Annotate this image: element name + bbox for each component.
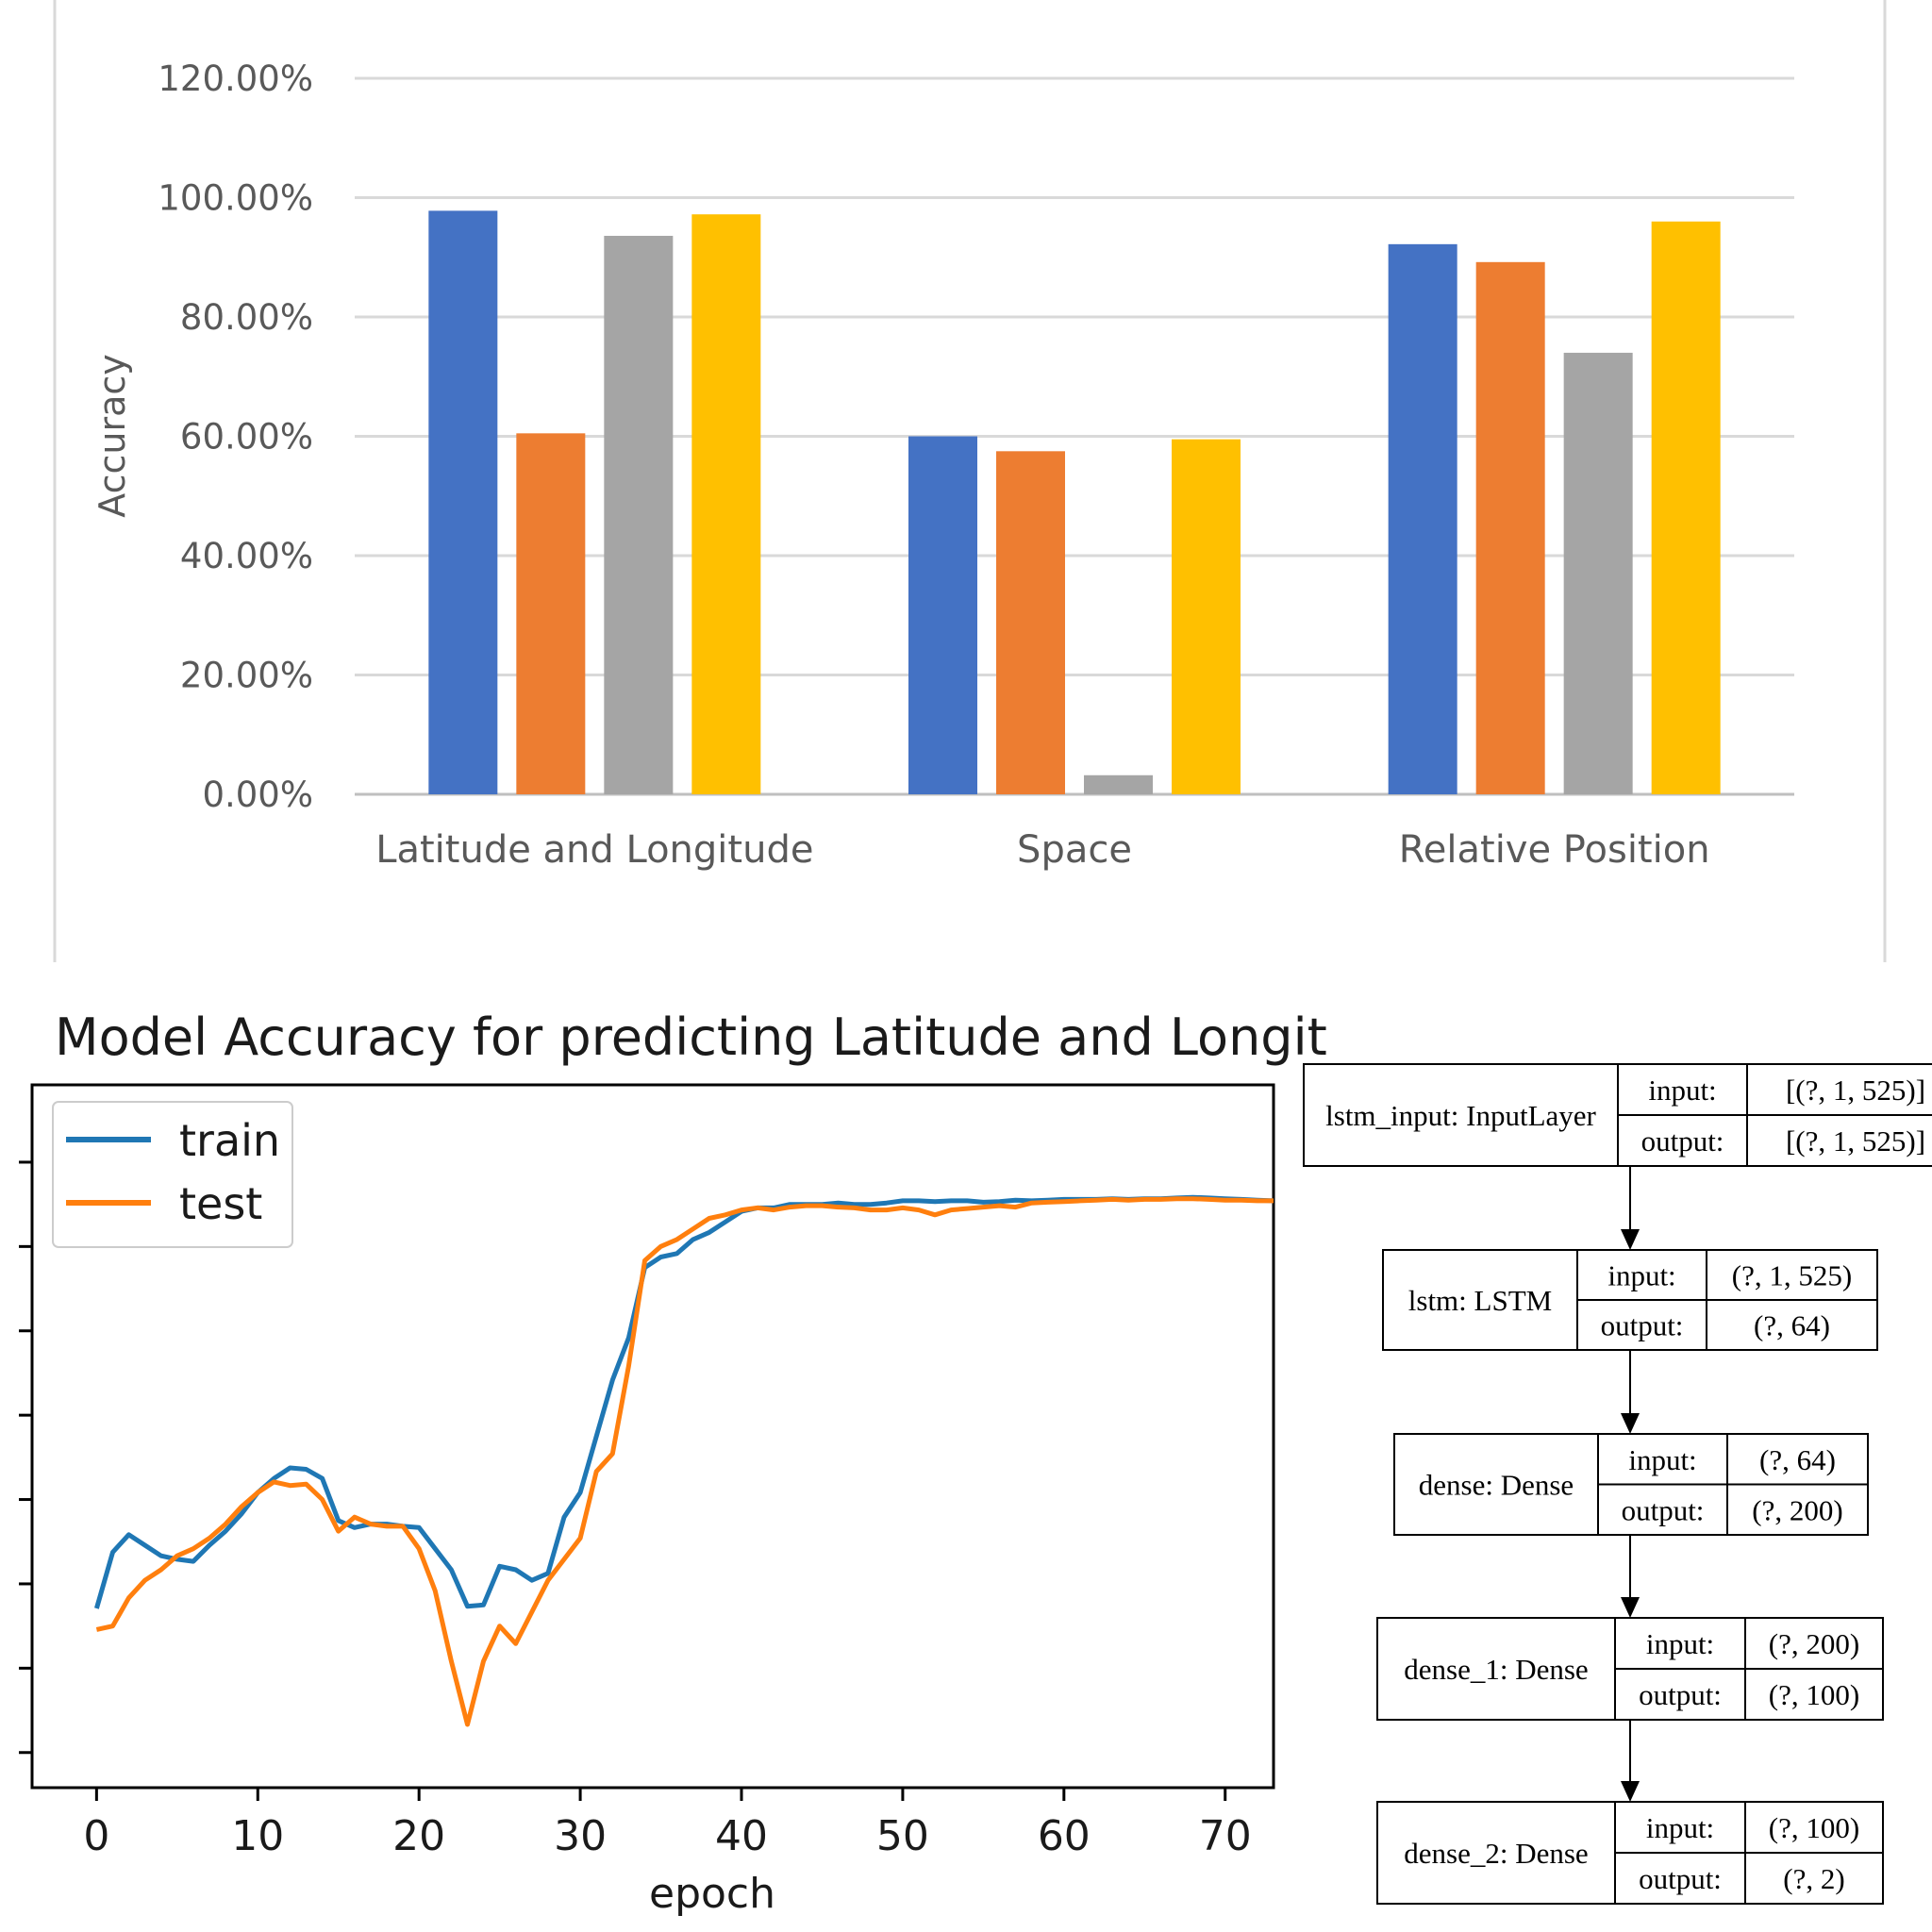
bar	[1563, 352, 1633, 794]
bar	[428, 210, 498, 795]
line-x-tick-label: 50	[876, 1812, 929, 1860]
layer-output-label: output:	[1622, 1493, 1705, 1526]
layer-output-shape: [(?, 1, 525)]	[1786, 1124, 1925, 1158]
layer-input-label: input:	[1646, 1811, 1714, 1844]
line-x-tick-label: 60	[1038, 1812, 1091, 1860]
bar-y-tick-label: 20.00%	[180, 656, 313, 696]
layer-input-shape: [(?, 1, 525)]	[1786, 1074, 1925, 1107]
layer-output-shape: (?, 2)	[1783, 1862, 1844, 1895]
bar-chart-gridlines	[355, 76, 1794, 796]
bar-y-tick-label: 40.00%	[180, 536, 313, 576]
bar-chart: 0.00% 20.00% 40.00% 60.00% 80.00% 100.00% 120.…	[53, 0, 1887, 962]
layer-output-label: output:	[1641, 1124, 1724, 1158]
bar-chart-y-axis-label: Accuracy	[92, 354, 133, 518]
layer-name: lstm_input: InputLayer	[1325, 1099, 1596, 1132]
layer-input-label: input:	[1646, 1627, 1714, 1660]
line-chart-y-ticks	[19, 1160, 32, 1755]
line-chart-plot-frame	[30, 1083, 1275, 1790]
layer-input-shape: (?, 100)	[1769, 1811, 1859, 1844]
arrowhead	[1621, 1781, 1640, 1802]
line-chart-title: Model Accuracy for predicting Latitude a…	[55, 1008, 1327, 1067]
bar	[1084, 774, 1153, 794]
layer-output-shape: (?, 200)	[1752, 1493, 1842, 1526]
line-chart-x-axis-label: epoch	[649, 1870, 775, 1918]
line-x-tick-label: 40	[715, 1812, 768, 1860]
bar-y-tick-label: 0.00%	[202, 774, 313, 815]
layer-input-label: input:	[1607, 1259, 1675, 1292]
layer-output-shape: (?, 64)	[1754, 1309, 1830, 1342]
bar	[604, 235, 674, 795]
layer-input-shape: (?, 1, 525)	[1732, 1259, 1852, 1292]
bar	[1388, 243, 1457, 795]
bar-y-tick-label: 80.00%	[180, 297, 313, 338]
bar-chart-y-tick-labels: 0.00% 20.00% 40.00% 60.00% 80.00% 100.00% 120.…	[158, 58, 313, 815]
model-layer-node: dense: Dense input: output: (?, 64) (?, 200)	[1393, 1433, 1869, 1536]
bar	[516, 433, 586, 794]
bar-y-tick-label: 120.00%	[158, 58, 313, 99]
model-layer-node: dense_1: Dense input: output: (?, 200) (?, 1…	[1376, 1617, 1884, 1721]
line-chart-series	[93, 1194, 1274, 1727]
bar	[1172, 439, 1241, 794]
bar-y-tick-label: 100.00%	[158, 178, 313, 219]
layer-output-shape: (?, 100)	[1769, 1678, 1859, 1711]
layer-output-label: output:	[1639, 1862, 1722, 1895]
bar	[691, 214, 761, 794]
line-x-tick-label: 70	[1199, 1812, 1252, 1860]
model-layer-node: dense_2: Dense input: output: (?, 100) (?, 2…	[1376, 1801, 1884, 1905]
legend-label-train: train	[179, 1115, 280, 1166]
layer-output-label: output:	[1639, 1678, 1722, 1711]
line-chart-x-ticks: 0 10 20 30 40 50 60 70	[83, 1788, 1252, 1860]
layer-input-label: input:	[1628, 1443, 1696, 1476]
bar-x-tick-label: Space	[1017, 828, 1132, 872]
line-x-tick-label: 30	[554, 1812, 607, 1860]
line-series-train	[93, 1194, 1274, 1609]
layer-name: dense: Dense	[1419, 1469, 1574, 1502]
bar	[1651, 221, 1721, 795]
bar	[1475, 261, 1545, 794]
layer-input-shape: (?, 64)	[1759, 1443, 1836, 1476]
line-series-test	[95, 1196, 1274, 1727]
arrowhead	[1621, 1597, 1640, 1618]
line-chart-legend: train test	[52, 1101, 293, 1248]
bar-chart-x-tick-labels: Latitude and Longitude Space Relative Posi…	[375, 828, 1709, 872]
layer-output-label: output:	[1601, 1309, 1684, 1342]
bar	[996, 451, 1065, 794]
arrowhead	[1621, 1229, 1640, 1250]
line-x-tick-label: 20	[392, 1812, 445, 1860]
bar	[908, 436, 977, 794]
arrowhead	[1621, 1413, 1640, 1434]
bar-chart-bars	[428, 210, 1721, 795]
layer-name: dense_2: Dense	[1404, 1837, 1588, 1870]
bar-x-tick-label: Latitude and Longitude	[375, 828, 813, 872]
layer-input-shape: (?, 200)	[1769, 1627, 1859, 1660]
bar-y-tick-label: 60.00%	[180, 417, 313, 458]
layer-name: lstm: LSTM	[1408, 1284, 1552, 1317]
bar-x-tick-label: Relative Position	[1399, 828, 1710, 872]
line-x-tick-label: 10	[231, 1812, 284, 1860]
layer-name: dense_1: Dense	[1404, 1653, 1588, 1686]
model-layer-node: lstm: LSTM input: output: (?, 1, 525) (?, 64…	[1382, 1249, 1878, 1351]
model-layer-node: lstm_input: InputLayer input: output: [(?, …	[1303, 1063, 1932, 1167]
line-x-tick-label: 0	[83, 1812, 109, 1860]
layer-input-label: input:	[1648, 1074, 1716, 1107]
model-diagram: lstm_input: InputLayer input: output: [(?, …	[1303, 1063, 1932, 1905]
legend-label-test: test	[179, 1178, 262, 1229]
line-chart: Model Accuracy for predicting Latitude a…	[19, 1008, 1327, 1918]
